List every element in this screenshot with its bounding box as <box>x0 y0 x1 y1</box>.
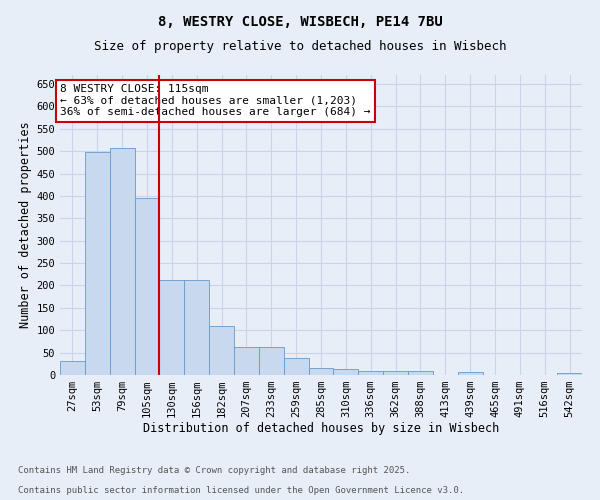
Bar <box>110 148 134 375</box>
Bar <box>60 361 85 375</box>
Text: Contains public sector information licensed under the Open Government Licence v3: Contains public sector information licen… <box>18 486 464 495</box>
Bar <box>85 152 110 375</box>
Bar <box>458 372 482 375</box>
Bar <box>408 370 433 375</box>
X-axis label: Distribution of detached houses by size in Wisbech: Distribution of detached houses by size … <box>143 422 499 434</box>
Bar <box>160 280 184 375</box>
Text: Size of property relative to detached houses in Wisbech: Size of property relative to detached ho… <box>94 40 506 53</box>
Bar <box>234 347 259 375</box>
Bar <box>209 326 234 375</box>
Bar <box>334 368 358 375</box>
Bar <box>308 368 334 375</box>
Bar <box>184 280 209 375</box>
Text: 8 WESTRY CLOSE: 115sqm
← 63% of detached houses are smaller (1,203)
36% of semi-: 8 WESTRY CLOSE: 115sqm ← 63% of detached… <box>60 84 371 117</box>
Bar <box>557 373 582 375</box>
Text: 8, WESTRY CLOSE, WISBECH, PE14 7BU: 8, WESTRY CLOSE, WISBECH, PE14 7BU <box>158 15 442 29</box>
Bar <box>259 347 284 375</box>
Bar <box>383 371 408 375</box>
Bar <box>134 198 160 375</box>
Bar <box>358 371 383 375</box>
Text: Contains HM Land Registry data © Crown copyright and database right 2025.: Contains HM Land Registry data © Crown c… <box>18 466 410 475</box>
Bar <box>284 358 308 375</box>
Y-axis label: Number of detached properties: Number of detached properties <box>19 122 32 328</box>
